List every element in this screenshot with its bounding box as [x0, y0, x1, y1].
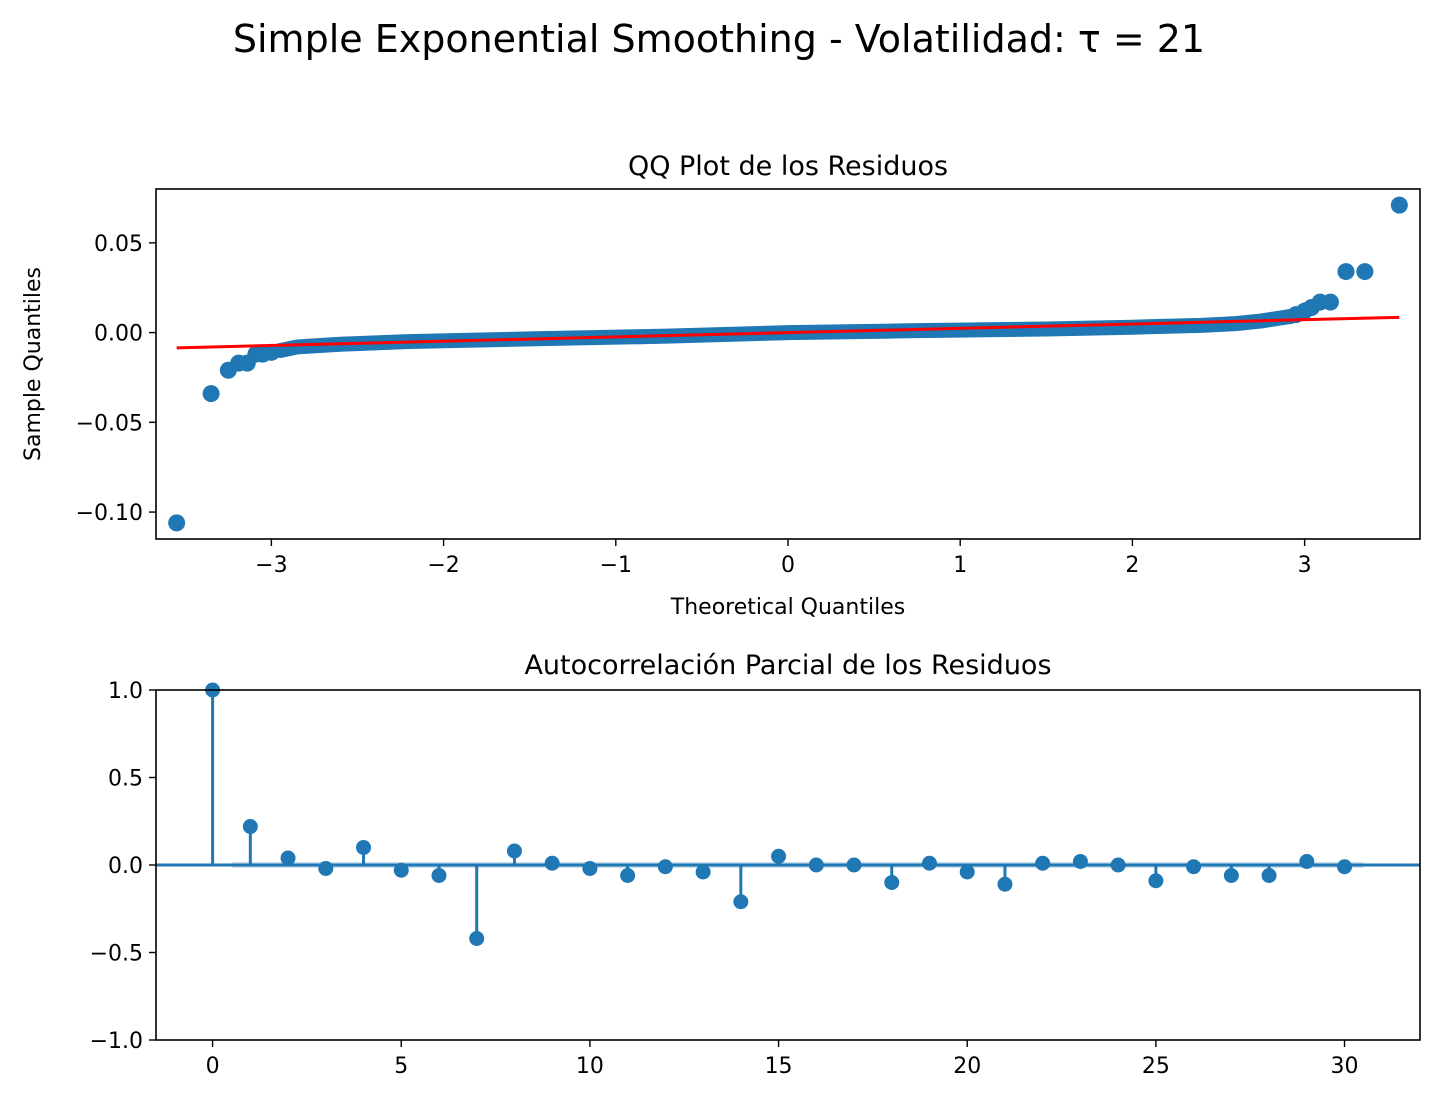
- qq-plot-ticks: −3 −2 −1 0 1 2 3 −0.10 −0.05 0.00 0.05: [76, 232, 1312, 578]
- pacf-marker: [242, 819, 258, 834]
- qq-xtick-label: 1: [953, 553, 967, 578]
- pacf-marker: [959, 864, 975, 880]
- qq-point: [1356, 263, 1374, 281]
- pacf-marker: [846, 857, 862, 873]
- pacf-marker: [771, 848, 787, 864]
- pacf-ytick-label: 0.0: [108, 854, 143, 879]
- pacf-plot-marks: [156, 682, 1420, 946]
- pacf-marker: [657, 859, 673, 875]
- pacf-xtick-label: 15: [765, 1054, 793, 1079]
- pacf-plot-title: Autocorrelación Parcial de los Residuos: [524, 650, 1051, 681]
- qq-plot-xlabel: Theoretical Quantiles: [670, 595, 905, 620]
- pacf-xtick-label: 0: [206, 1054, 220, 1079]
- qq-xtick-label: 2: [1125, 553, 1139, 578]
- qq-point: [168, 514, 186, 532]
- pacf-marker: [1110, 857, 1126, 873]
- pacf-marker: [695, 864, 711, 880]
- qq-xtick-label: −2: [427, 553, 459, 578]
- pacf-marker: [733, 894, 749, 910]
- qq-reference-line: [176, 315, 1400, 350]
- pacf-ytick-label: −1.0: [90, 1029, 143, 1054]
- pacf-xtick-label: 10: [576, 1054, 604, 1079]
- pacf-marker: [393, 862, 409, 878]
- qq-ytick-label: −0.05: [76, 411, 143, 436]
- qq-point: [1390, 196, 1408, 214]
- pacf-marker: [1148, 873, 1164, 889]
- pacf-marker: [1035, 855, 1051, 871]
- qq-plot-axes: QQ Plot de los Residuos −3 −2 −1 0 1 2 3−0.10−…: [21, 151, 1421, 620]
- qq-xtick-label: 3: [1298, 553, 1312, 578]
- pacf-marker: [506, 843, 522, 859]
- pacf-marker: [356, 840, 372, 855]
- pacf-ytick-label: 1.0: [108, 679, 143, 704]
- qq-plot-frame: [155, 188, 1421, 540]
- qq-point: [1321, 293, 1339, 311]
- qq-xtick-label: −3: [255, 553, 287, 578]
- pacf-xtick-label: 5: [394, 1054, 408, 1079]
- qq-ytick-label: 0.00: [94, 322, 143, 347]
- qq-plot-title: QQ Plot de los Residuos: [628, 151, 948, 182]
- pacf-marker: [1186, 859, 1202, 875]
- qq-plot-ylabel: Sample Quantiles: [21, 267, 46, 461]
- pacf-marker: [1072, 854, 1088, 869]
- qq-ytick-label: 0.05: [94, 232, 143, 257]
- pacf-xtick-label: 20: [953, 1054, 981, 1079]
- pacf-ytick-label: −0.5: [90, 942, 143, 967]
- pacf-marker: [620, 868, 636, 883]
- qq-xtick-label: −1: [600, 553, 632, 578]
- qq-ytick-label: −0.10: [76, 501, 143, 526]
- qq-point: [1337, 263, 1355, 281]
- figure-title: Simple Exponential Smoothing - Volatilid…: [233, 17, 1205, 61]
- pacf-marker: [808, 857, 824, 873]
- pacf-marker: [997, 876, 1013, 892]
- pacf-marker: [318, 861, 334, 876]
- pacf-marker: [1337, 859, 1353, 875]
- pacf-ytick-label: 0.5: [108, 767, 143, 792]
- qq-xtick-label: 0: [781, 553, 795, 578]
- qq-plot-marks: [168, 196, 1408, 532]
- pacf-marker: [1299, 854, 1315, 869]
- pacf-xtick-label: 30: [1331, 1054, 1359, 1079]
- pacf-marker: [1223, 868, 1239, 883]
- qq-point: [262, 343, 280, 361]
- pacf-marker: [544, 855, 560, 871]
- pacf-marker: [582, 861, 598, 876]
- pacf-marker: [431, 868, 447, 883]
- pacf-marker: [1261, 868, 1277, 883]
- pacf-marker: [280, 850, 296, 866]
- pacf-plot-ticks: 0 5 10 15 20 25 30 −1.0 −0.5 0.0 0.5 1.0: [90, 679, 1359, 1079]
- pacf-marker: [469, 931, 485, 946]
- pacf-plot-axes: Autocorrelación Parcial de los Residuos …: [90, 650, 1421, 1079]
- pacf-marker: [884, 875, 900, 890]
- pacf-xtick-label: 25: [1142, 1054, 1170, 1079]
- qq-point: [202, 385, 220, 403]
- pacf-marker: [921, 855, 937, 871]
